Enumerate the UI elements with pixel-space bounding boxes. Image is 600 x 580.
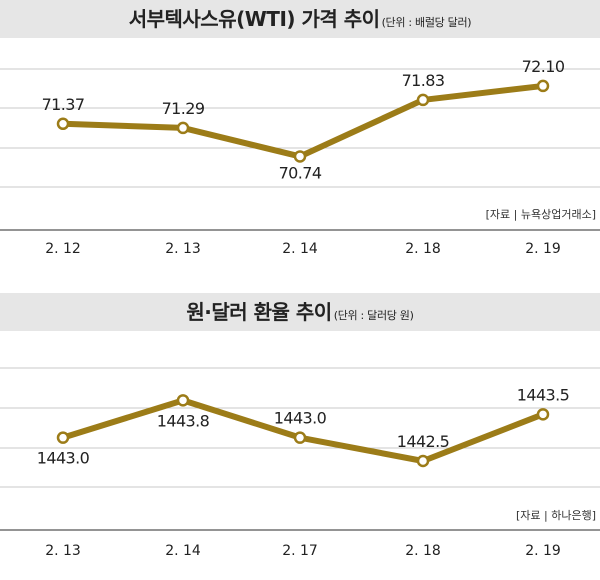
- krw-usd-chart-title-bar: 원·달러 환율 추이 (단위 : 달러당 원): [0, 293, 600, 331]
- wti-x-tick-label: 2. 12: [45, 241, 81, 257]
- wti-data-point: [56, 117, 70, 131]
- krw-usd-value-label: 1443.0: [37, 449, 90, 468]
- krw-usd-data-point: [416, 454, 430, 468]
- wti-chart-title: 서부텍사스유(WTI) 가격 추이: [128, 7, 380, 31]
- wti-chart-title-bar: 서부텍사스유(WTI) 가격 추이 (단위 : 배럴당 달러): [0, 0, 600, 38]
- wti-chart-plot: 71.37 2. 12 71.29 2. 13 70.74 2. 14 71.83 2. 18…: [0, 57, 600, 257]
- krw-usd-x-tick-label: 2. 18: [405, 543, 441, 559]
- wti-data-point: [293, 150, 307, 163]
- krw-usd-data-point: [293, 431, 307, 444]
- krw-usd-chart-panel: 원·달러 환율 추이 (단위 : 달러당 원) 1443.0 2. 13 1443.8…: [0, 293, 600, 580]
- wti-x-tick-label: 2. 13: [165, 241, 201, 257]
- krw-usd-value-label: 1443.0: [274, 409, 327, 428]
- krw-usd-x-tick-label: 2. 19: [525, 543, 561, 559]
- krw-usd-x-tick-label: 2. 13: [45, 543, 81, 559]
- wti-chart-source: [자료 | 뉴욕상업거래소]: [486, 208, 596, 221]
- krw-usd-x-tick-label: 2. 17: [282, 543, 318, 559]
- wti-chart-unit: (단위 : 배럴당 달러): [381, 16, 472, 29]
- krw-usd-chart-plot: 1443.0 2. 13 1443.8 2. 14 1443.0 2. 17 1442.5 2…: [0, 367, 600, 559]
- krw-usd-data-point: [176, 394, 190, 407]
- wti-data-point: [416, 93, 430, 107]
- wti-value-label: 71.83: [402, 71, 445, 90]
- wti-value-label: 70.74: [279, 163, 322, 182]
- wti-data-point: [536, 79, 550, 93]
- wti-x-tick-label: 2. 14: [282, 241, 318, 257]
- krw-usd-data-point: [536, 408, 550, 421]
- wti-value-label: 71.29: [162, 99, 205, 118]
- wti-x-tick-label: 2. 18: [405, 241, 441, 257]
- krw-usd-chart-unit: (단위 : 달러당 원): [333, 309, 414, 322]
- krw-usd-chart-source: [자료 | 하나은행]: [516, 508, 596, 522]
- wti-value-label: 71.37: [42, 95, 85, 114]
- krw-usd-value-label: 1443.8: [157, 411, 210, 430]
- krw-usd-data-point: [56, 431, 70, 444]
- wti-series-line: [60, 82, 546, 160]
- krw-usd-chart-title: 원·달러 환율 추이: [186, 300, 332, 324]
- wti-data-point: [176, 121, 190, 135]
- krw-usd-x-tick-label: 2. 14: [165, 543, 201, 559]
- krw-usd-value-label: 1442.5: [397, 432, 449, 451]
- wti-x-tick-label: 2. 19: [525, 241, 561, 257]
- wti-chart-panel: 서부텍사스유(WTI) 가격 추이 (단위 : 배럴당 달러) 71.37 2. 1…: [0, 0, 600, 257]
- wti-value-label: 72.10: [522, 57, 565, 76]
- krw-usd-value-label: 1443.5: [517, 385, 569, 404]
